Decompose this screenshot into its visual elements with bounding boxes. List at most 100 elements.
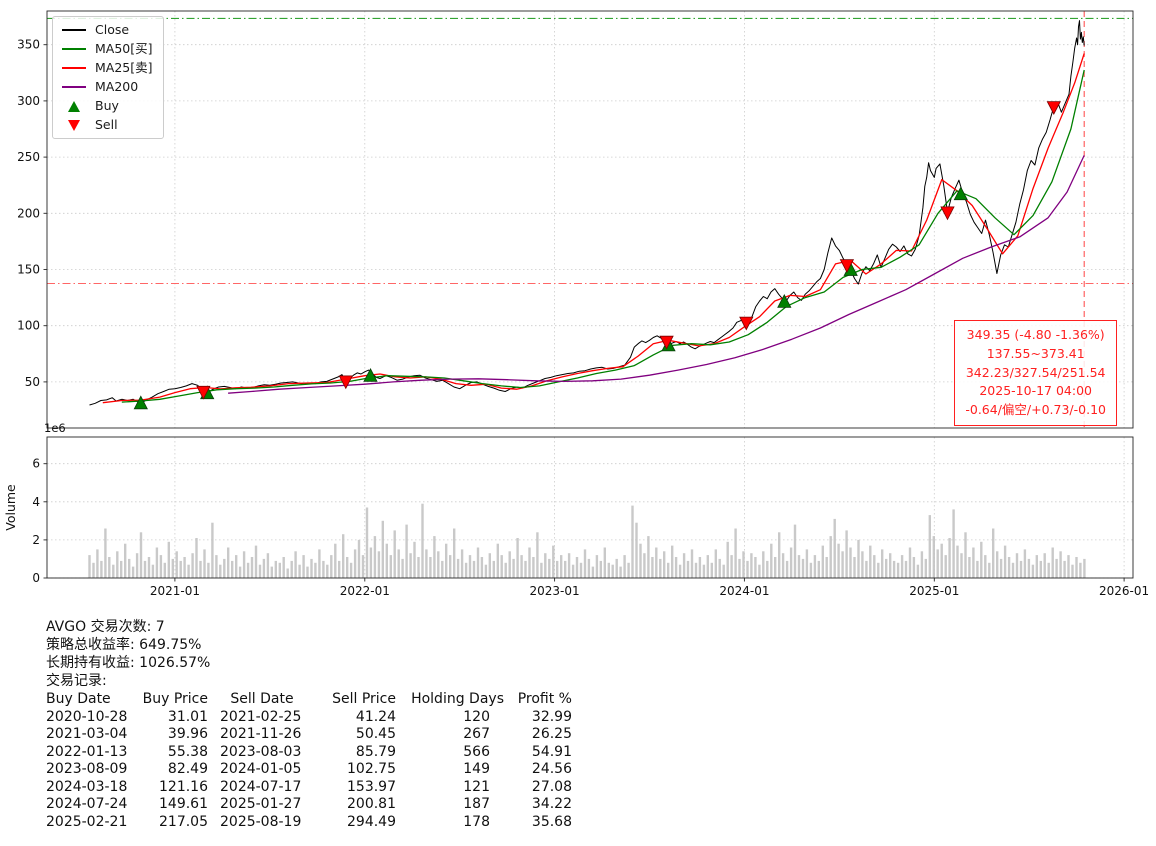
close-line [89, 20, 1085, 406]
ma50--line [121, 69, 1085, 403]
trade-cell: 82.49 [167, 761, 208, 777]
volume-scale-label: 1e6 [44, 421, 66, 435]
trade-cell: 2021-02-25 [220, 708, 302, 725]
trade-cell: 121 [463, 778, 490, 795]
svg-text:6: 6 [32, 457, 40, 471]
trades-column-header: Sell Date [230, 691, 294, 707]
legend-item-ma25-: MA25[卖] [61, 61, 153, 75]
legend-item-close: Close [61, 23, 153, 37]
trade-cell: 200.81 [347, 796, 396, 812]
svg-text:300: 300 [17, 94, 40, 108]
trade-cell: 2023-08-09 [46, 761, 128, 777]
trade-cell: 55.38 [167, 743, 208, 760]
quote-annotation-box: 349.35 (-4.80 -1.36%) 137.55~373.41 342.… [954, 320, 1117, 426]
trade-cell: 2021-11-26 [220, 726, 302, 742]
trade-cell: 102.75 [347, 761, 396, 777]
trade-cell: 39.96 [167, 726, 208, 742]
trade-cell: 153.97 [347, 778, 396, 795]
trade-cell: 187 [463, 796, 490, 812]
axis-ticks [43, 44, 1125, 582]
trade-cell: 41.24 [355, 708, 396, 725]
trade-cell: 2025-01-27 [220, 796, 302, 812]
svg-text:350: 350 [17, 38, 40, 52]
svg-text:2026-01: 2026-01 [1099, 584, 1149, 598]
trade-cell: 31.01 [167, 708, 208, 725]
price-panel-frame [46, 10, 1134, 429]
trade-cell: 2021-03-04 [46, 726, 128, 742]
trade-cell: 149 [463, 761, 490, 777]
ma25--line [102, 53, 1085, 404]
trade-cell: 2025-02-21 [46, 813, 128, 830]
strategy-summary: AVGO 交易次数: 7 策略总收益率: 649.75% 长期持有收益: 102… [46, 618, 1156, 831]
svg-text:2025-01: 2025-01 [909, 584, 959, 598]
legend-line-swatch [62, 86, 86, 88]
trade-row: 2025-02-21 217.05 2025-08-19 294.49 178 35.68 [46, 814, 572, 832]
trade-cell: 149.61 [159, 796, 208, 812]
trades-column-header: Profit % [517, 691, 572, 707]
trades-column-header: Buy Date [46, 691, 111, 707]
trades-column-header: Holding Days [411, 691, 504, 707]
buy-markers [133, 186, 968, 410]
annotation-signal-line: -0.64/偏空/+0.73/-0.10 [965, 402, 1106, 417]
legend-line-swatch [62, 48, 86, 50]
svg-text:2: 2 [32, 533, 40, 547]
svg-text:2022-01: 2022-01 [340, 584, 390, 598]
trade-cell: 24.56 [531, 761, 572, 777]
svg-text:4: 4 [32, 495, 40, 509]
summary-records-title: 交易记录: [46, 673, 107, 689]
summary-hold-return: 长期持有收益: 1026.57% [46, 655, 211, 671]
trade-cell: 2024-07-24 [46, 796, 128, 812]
svg-text:100: 100 [17, 319, 40, 333]
legend-item-ma50-: MA50[买] [61, 42, 153, 56]
summary-strategy-return: 策略总收益率: 649.75% [46, 637, 202, 653]
trade-cell: 178 [463, 813, 490, 830]
svg-text:150: 150 [17, 263, 40, 277]
legend-label: Close [95, 22, 130, 37]
legend-label: Sell [95, 117, 118, 132]
trade-cell: 85.79 [355, 743, 396, 760]
svg-text:2021-01: 2021-01 [150, 584, 200, 598]
trade-cell: 35.68 [531, 813, 572, 830]
legend-label: MA50[买] [95, 41, 153, 56]
svg-text:0: 0 [32, 571, 40, 585]
trade-row: 2024-07-24 149.61 2025-01-27 200.81 187 34.22 [46, 796, 572, 814]
trade-row: 2023-08-09 82.49 2024-01-05 102.75 149 24.56 [46, 761, 572, 779]
trade-cell: 2023-08-03 [220, 743, 302, 760]
trade-cell: 294.49 [347, 813, 396, 830]
volume-bars [88, 503, 1086, 578]
trade-cell: 2020-10-28 [46, 708, 128, 725]
buy-triangle-icon [68, 100, 80, 112]
trade-cell: 54.91 [531, 743, 572, 760]
sell-triangle-icon [68, 119, 80, 131]
trade-cell: 217.05 [159, 813, 208, 830]
svg-text:250: 250 [17, 150, 40, 164]
svg-text:2023-01: 2023-01 [530, 584, 580, 598]
trade-cell: 32.99 [531, 708, 572, 725]
grid-lines [47, 11, 1133, 579]
stock-figure: 50 100 150 200 250 300 350 0 2 4 6 2021-01 2022-01 20… [3, 10, 1149, 598]
legend-label: MA200 [95, 79, 139, 94]
annotation-ma-line: 342.23/327.54/251.54 [965, 364, 1106, 380]
trade-cell: 2025-08-19 [220, 813, 302, 830]
legend-item-ma200: MA200 [61, 80, 153, 94]
trade-row: 2022-01-13 55.38 2023-08-03 85.79 566 54.91 [46, 744, 572, 762]
sell-markers [196, 101, 1061, 400]
trade-cell: 26.25 [531, 726, 572, 742]
trade-cell: 2024-07-17 [220, 778, 302, 795]
chart-legend: Close MA50[买] MA25[卖] MA200 Buy Sell [52, 16, 164, 139]
trades-header-row: Buy Date Buy Price Sell Date Sell Price Hold… [46, 691, 572, 709]
trade-cell: 50.45 [355, 726, 396, 742]
trade-cell: 566 [463, 743, 490, 760]
trades-column-header: Buy Price [142, 691, 208, 707]
svg-text:200: 200 [17, 206, 40, 220]
legend-label: Buy [95, 98, 119, 113]
svg-text:50: 50 [25, 375, 40, 389]
legend-item-buy: Buy [61, 99, 153, 113]
trade-cell: 2024-03-18 [46, 778, 128, 795]
annotation-price-line: 349.35 (-4.80 -1.36%) [966, 327, 1105, 342]
trade-row: 2021-03-04 39.96 2021-11-26 50.45 267 26.25 [46, 726, 572, 744]
trade-row: 2024-03-18 121.16 2024-07-17 153.97 121 27.08 [46, 779, 572, 797]
legend-line-swatch [62, 29, 86, 31]
annotation-datetime-line: 2025-10-17 04:00 [979, 383, 1092, 399]
trades-table: Buy Date Buy Price Sell Date Sell Price Hold… [46, 691, 572, 831]
